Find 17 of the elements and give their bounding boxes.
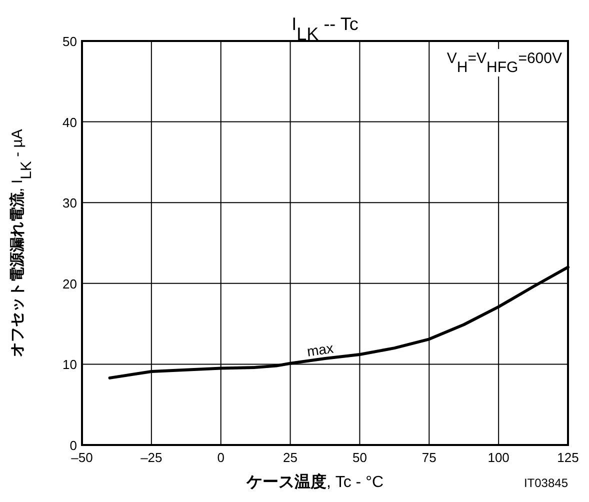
x-tick-label: 100 (488, 450, 510, 465)
x-tick-label: 50 (352, 450, 367, 465)
y-tick-label: 10 (62, 357, 77, 372)
x-tick-label: 25 (283, 450, 298, 465)
y-tick-label: 40 (62, 114, 77, 130)
annotation: max (306, 340, 334, 360)
y-tick-label: 30 (62, 196, 77, 211)
y-tick-label: 20 (62, 276, 77, 292)
text: IT03845 (524, 476, 568, 490)
x-tick-label: –50 (71, 450, 93, 465)
x-axis-title: ケース温度, Tc - °C (245, 472, 384, 491)
y-tick-label: 50 (62, 34, 77, 49)
x-tick-label: –25 (140, 450, 162, 465)
x-tick-label: 75 (422, 450, 436, 465)
y-tick-label: 0 (70, 438, 77, 453)
x-tick-label: 125 (557, 450, 579, 465)
x-tick-label: 0 (217, 450, 224, 465)
